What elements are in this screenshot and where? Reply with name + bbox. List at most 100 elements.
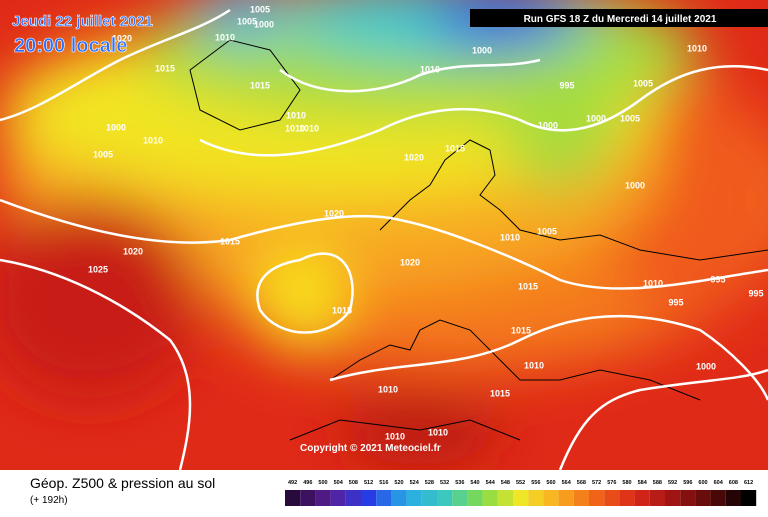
scale-label: 496: [303, 480, 312, 486]
isobar-label: 1005: [93, 149, 113, 159]
isobar-label: 1000: [538, 120, 558, 130]
isobar-label: 1010: [643, 278, 663, 288]
scale-swatch: [543, 490, 559, 506]
isobar-label: 1020: [404, 152, 424, 162]
isobar-label: 1020: [112, 33, 132, 43]
scale-label: 492: [288, 480, 297, 486]
scale-label: 536: [455, 480, 464, 486]
scale-label: 572: [592, 480, 601, 486]
isobar-label: 1000: [472, 45, 492, 55]
isobar-label: 1005: [537, 226, 557, 236]
isobar-label: 1020: [123, 246, 143, 256]
scale-swatch: [604, 490, 620, 506]
isobar-label: 1005: [620, 113, 640, 123]
scale-label: 608: [729, 480, 738, 486]
scale-swatch: [649, 490, 665, 506]
scale-label: 604: [714, 480, 724, 486]
time-text: 20:00 locale: [14, 35, 127, 57]
scale-swatch: [437, 490, 453, 506]
isobar-label: 995: [668, 297, 683, 307]
isobar-label: 1015: [445, 143, 465, 153]
scale-label: 596: [683, 480, 692, 486]
scale-label: 532: [440, 480, 449, 486]
isobar-label: 1010: [428, 427, 448, 437]
isobar-label: 1010: [378, 384, 398, 394]
scale-swatch: [741, 490, 757, 506]
isobar-label: 1000: [625, 180, 645, 190]
isobar-label: 1010: [420, 64, 440, 74]
isobar-label: 1000: [586, 113, 606, 123]
scale-swatch: [361, 490, 377, 506]
isobar-label: 1005: [237, 16, 257, 26]
scale-swatch: [345, 490, 361, 506]
scale-swatch: [528, 490, 544, 506]
scale-label: 560: [546, 480, 555, 486]
scale-swatch: [421, 490, 437, 506]
scale-label: 544: [486, 480, 496, 486]
isobar-label: 1010: [285, 123, 305, 133]
isobar-label: 995: [710, 274, 725, 284]
scale-label: 552: [516, 480, 525, 486]
scale-label: 524: [410, 480, 420, 486]
scale-swatch: [589, 490, 605, 506]
isobar-label: 1015: [250, 80, 270, 90]
isobar-label: 995: [559, 80, 574, 90]
isobar-label: 1020: [324, 208, 344, 218]
isobar-label: 1005: [633, 78, 653, 88]
scale-label: 508: [349, 480, 358, 486]
date-text: Jeudi 22 juillet 2021: [12, 13, 153, 30]
scale-swatch: [573, 490, 589, 506]
scale-label: 576: [607, 480, 616, 486]
scale-swatch: [406, 490, 422, 506]
scale-swatch: [482, 490, 498, 506]
isobar-label: 1010: [687, 43, 707, 53]
isobar-label: 995: [748, 288, 763, 298]
scale-label: 588: [653, 480, 662, 486]
scale-label: 520: [394, 480, 403, 486]
isobar-label: 1015: [332, 305, 352, 315]
scale-label: 580: [622, 480, 631, 486]
scale-label: 548: [501, 480, 510, 486]
scale-swatch: [725, 490, 741, 506]
isobars: [0, 8, 768, 471]
scale-label: 584: [638, 480, 648, 486]
isobar-label: 1010: [143, 135, 163, 145]
isobar-label: 1005: [250, 4, 270, 14]
run-text: Run GFS 18 Z du Mercredi 14 juillet 2021: [524, 14, 717, 25]
isobar-label: 1000: [106, 122, 126, 132]
scale-label: 504: [334, 480, 344, 486]
isobar-label: 1015: [490, 388, 510, 398]
scale-swatch: [300, 490, 316, 506]
scale-swatch: [665, 490, 681, 506]
scale-swatch: [315, 490, 331, 506]
scale-swatch: [710, 490, 726, 506]
scale-swatch: [619, 490, 635, 506]
scale-label: 592: [668, 480, 677, 486]
isobar-label: 1000: [254, 19, 274, 29]
scale-swatch: [330, 490, 346, 506]
scale-label: 564: [562, 480, 572, 486]
scale-label: 556: [531, 480, 540, 486]
isobar-label: 1010: [286, 110, 306, 120]
isobar-label: 1010: [215, 32, 235, 42]
scale-swatch: [558, 490, 574, 506]
color-scale: 492 496 500 504 508 512 516 520 524 528 532 536 540 5…: [285, 480, 757, 506]
footer-title: Géop. Z500 & pression au sol: [30, 475, 215, 491]
isobar-label: 1025: [88, 264, 108, 274]
scale-swatch: [376, 490, 392, 506]
scale-swatch: [497, 490, 513, 506]
scale-label: 500: [318, 480, 327, 486]
scale-label: 600: [698, 480, 707, 486]
scale-swatch: [695, 490, 711, 506]
scale-swatch: [634, 490, 650, 506]
scale-swatch: [391, 490, 407, 506]
coastlines: [189, 39, 768, 441]
isobar-label: 1015: [518, 281, 538, 291]
isobar-label: 1010: [524, 360, 544, 370]
scale-swatch: [452, 490, 468, 506]
isobar-label: 1000: [696, 361, 716, 371]
scale-swatch: [680, 490, 696, 506]
scale-swatch: [467, 490, 483, 506]
scale-swatch: [285, 490, 301, 506]
